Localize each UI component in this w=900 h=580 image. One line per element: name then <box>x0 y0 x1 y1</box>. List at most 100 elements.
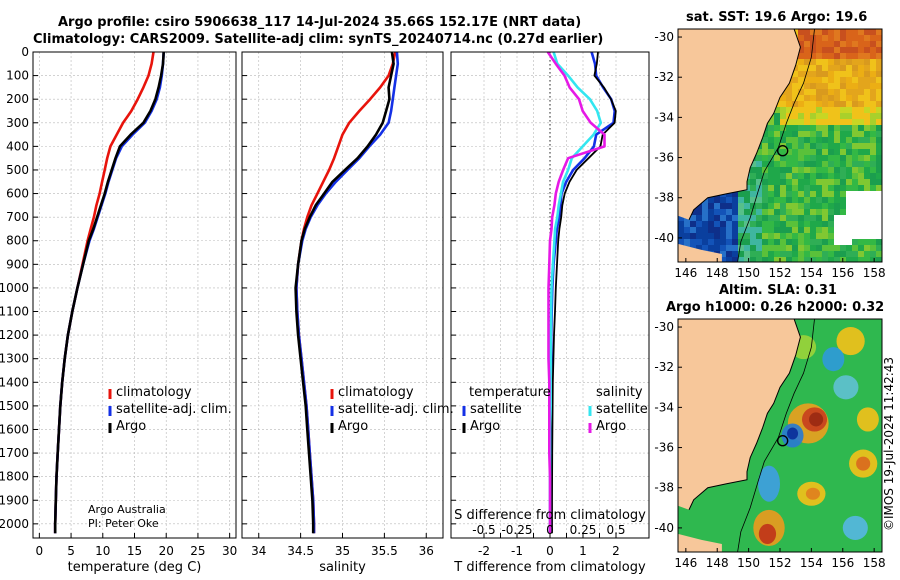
sst-cell <box>864 107 871 114</box>
sst-cell <box>864 65 871 72</box>
sst-cell <box>852 215 859 222</box>
sst-cell <box>792 137 799 144</box>
x-tick-label: 10 <box>95 544 110 558</box>
sst-cell <box>876 53 882 60</box>
sst-cell <box>708 203 715 210</box>
sst-cell <box>798 125 805 132</box>
sst-cell <box>852 203 859 210</box>
sst-cell <box>828 95 835 102</box>
sst-cell <box>780 227 787 234</box>
sst-cell <box>774 107 781 114</box>
x-tick-label: 148 <box>706 266 729 280</box>
sst-cell <box>774 125 781 132</box>
sst-cell <box>798 257 805 262</box>
sst-cell <box>840 35 847 42</box>
sst-cell <box>768 119 775 126</box>
sst-cell <box>828 59 835 66</box>
sst-cell <box>828 173 835 180</box>
sst-cell <box>744 191 751 198</box>
sst-cell <box>798 197 805 204</box>
x2-tick-label: 0 <box>546 523 554 537</box>
sst-cell <box>858 173 865 180</box>
sst-cell <box>798 191 805 198</box>
x-tick-label: 20 <box>159 544 174 558</box>
x-tick-label: 152 <box>769 266 792 280</box>
sst-cell <box>732 203 739 210</box>
sst-cell <box>858 215 865 222</box>
sst-cell <box>816 47 823 54</box>
y-tick-label: -32 <box>654 360 674 374</box>
sla-blob <box>805 487 821 500</box>
sst-cell <box>726 203 733 210</box>
sst-cell <box>840 77 847 84</box>
sst-cell <box>714 197 721 204</box>
sst-cell <box>864 59 871 66</box>
sst-cell <box>798 215 805 222</box>
sst-cell <box>834 137 841 144</box>
sst-cell <box>774 233 781 240</box>
sst-cell <box>768 191 775 198</box>
sst-cell <box>822 71 829 78</box>
sst-cell <box>732 209 739 216</box>
sst-cell <box>852 137 859 144</box>
sla-map-area <box>678 319 882 552</box>
x-tick-label: -2 <box>478 544 490 558</box>
sst-cell <box>804 35 811 42</box>
sst-cell <box>822 197 829 204</box>
sst-cell <box>774 113 781 120</box>
sst-cell <box>732 221 739 228</box>
sst-cell <box>810 257 817 262</box>
sst-cell <box>828 191 835 198</box>
sst-cell <box>816 209 823 216</box>
sst-cell <box>750 257 757 262</box>
sst-cell <box>816 77 823 84</box>
sst-cell <box>750 173 757 180</box>
legend-label: climatology <box>338 385 414 400</box>
sst-cell <box>840 53 847 60</box>
sst-cell <box>870 83 877 90</box>
sst-cell <box>858 185 865 192</box>
sst-cell <box>828 125 835 132</box>
sst-cell <box>858 155 865 162</box>
sst-cell <box>864 191 871 198</box>
sst-cell <box>738 221 745 228</box>
sst-cell <box>744 221 751 228</box>
sst-cell <box>822 161 829 168</box>
sst-cell <box>864 77 871 84</box>
sst-cell <box>864 89 871 96</box>
y-tick-label: 1300 <box>0 352 29 366</box>
sst-cell <box>840 227 847 234</box>
sst-cell <box>738 191 745 198</box>
y-tick-label: 200 <box>6 92 29 106</box>
sst-cell <box>762 215 769 222</box>
sla-blob <box>787 427 799 440</box>
sst-cell <box>702 245 709 252</box>
sst-cell <box>846 257 853 262</box>
sst-cell <box>828 257 835 262</box>
sst-cell <box>798 143 805 150</box>
sst-cell <box>798 173 805 180</box>
sst-cell <box>834 257 841 262</box>
sst-cell <box>786 167 793 174</box>
sst-cell <box>870 101 877 108</box>
sst-cell <box>810 59 817 66</box>
sst-cell <box>732 227 739 234</box>
sst-cell <box>756 191 763 198</box>
sst-cell <box>726 215 733 222</box>
sst-cell <box>774 221 781 228</box>
sst-cell <box>840 65 847 72</box>
x-axis-label: salinity <box>319 560 366 575</box>
sst-cell <box>840 95 847 102</box>
sst-cell <box>840 233 847 240</box>
sst-cell <box>786 95 793 102</box>
sst-cell <box>876 155 882 162</box>
sst-cell <box>876 29 882 36</box>
x-tick-label: 25 <box>190 544 205 558</box>
sst-cell <box>804 59 811 66</box>
sst-cell <box>828 29 835 36</box>
sst-cell <box>804 185 811 192</box>
sst-cell <box>834 89 841 96</box>
sst-cell <box>804 209 811 216</box>
sst-cell <box>762 149 769 156</box>
sst-cell <box>822 125 829 132</box>
